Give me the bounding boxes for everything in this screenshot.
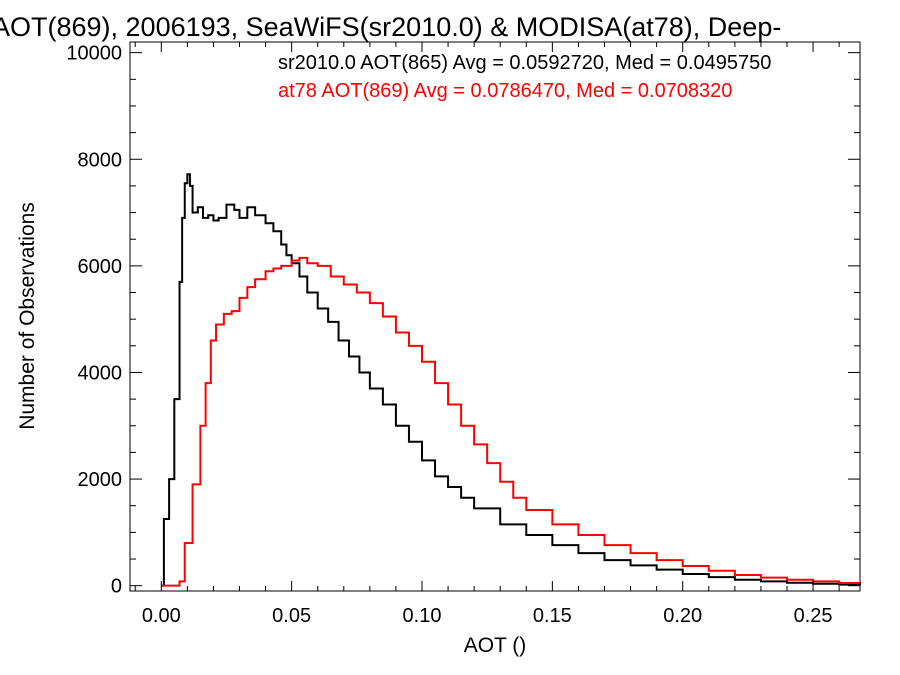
y-tick-label: 10000	[66, 43, 122, 65]
series-2-stats-annotation: at78 AOT(869) Avg = 0.0786470, Med = 0.0…	[278, 80, 732, 102]
y-tick-label: 4000	[78, 362, 123, 384]
x-tick-label: 0.05	[272, 605, 311, 627]
plot-series-group	[161, 173, 861, 587]
y-tick-label: 8000	[78, 149, 123, 171]
y-tick-label: 6000	[78, 256, 123, 278]
series-1-stats-annotation: sr2010.0 AOT(865) Avg = 0.0592720, Med =…	[278, 52, 771, 74]
x-tick-label: 0.00	[142, 605, 181, 627]
x-axis-label: AOT ()	[464, 634, 527, 657]
y-tick-label: 0	[111, 576, 122, 598]
series-line-1	[161, 173, 861, 587]
series-line-2	[161, 256, 861, 587]
x-tick-label: 0.25	[794, 605, 833, 627]
x-tick-label: 0.15	[533, 605, 572, 627]
y-axis-ticks: 0 2000 4000 6000 8000 10000	[66, 43, 860, 598]
x-tick-label: 0.10	[403, 605, 442, 627]
y-axis-label: Number of Observations	[16, 202, 39, 430]
y-tick-label: 2000	[78, 469, 123, 491]
plot-frame	[129, 41, 861, 592]
chart-title: AOT(869), 2006193, SeaWiFS(sr2010.0) & M…	[0, 12, 781, 42]
x-axis-ticks: 0.00 0.05 0.10 0.15 0.20 0.25	[134, 42, 840, 627]
x-tick-label: 0.20	[663, 605, 702, 627]
